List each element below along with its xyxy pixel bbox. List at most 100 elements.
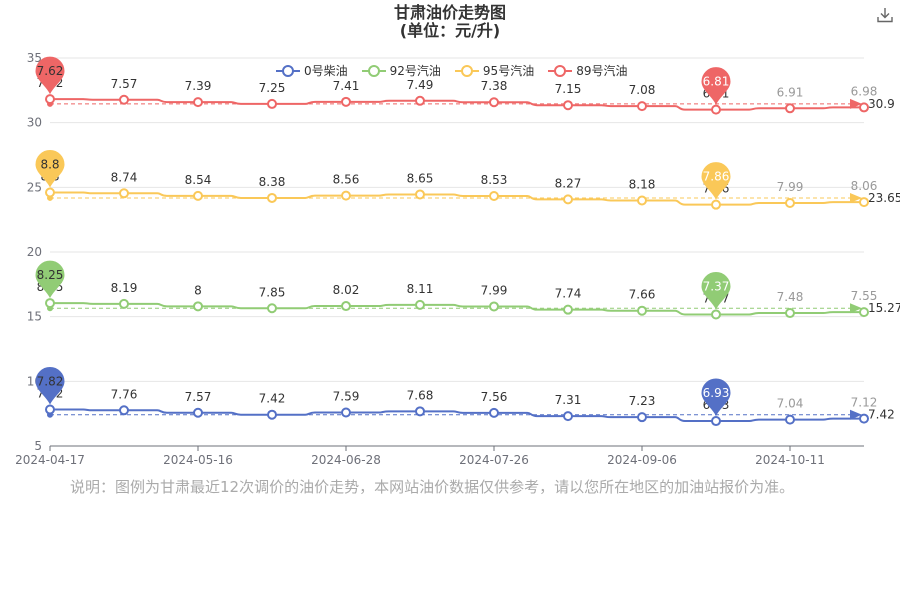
- data-label: 8.19: [111, 281, 138, 295]
- data-point: [859, 197, 869, 208]
- data-label: 8.74: [111, 170, 138, 184]
- data-label: 7.04: [777, 397, 804, 411]
- legend-label: 89号汽油: [576, 64, 628, 78]
- y-tick-label: 25: [27, 180, 42, 194]
- data-point: [341, 96, 351, 107]
- max-value-label: 7.62: [37, 64, 64, 78]
- data-label: 8.65: [407, 171, 434, 185]
- data-point: [193, 97, 203, 108]
- chart-title: 甘肃油价走势图: [393, 3, 506, 22]
- data-point: [489, 97, 499, 108]
- x-tick-label: 2024-06-28: [311, 453, 381, 467]
- data-point: [637, 101, 647, 112]
- data-point: [711, 199, 721, 210]
- data-point: [193, 407, 203, 418]
- data-label: 8.56: [333, 173, 360, 187]
- data-label: 7.99: [777, 180, 804, 194]
- data-point: [489, 301, 499, 312]
- legend-swatch: [548, 64, 573, 77]
- data-label: 7.39: [185, 79, 212, 93]
- data-point: [267, 192, 277, 203]
- y-tick-label: 35: [27, 51, 42, 65]
- legend-label: 95号汽油: [482, 64, 535, 78]
- series-line: [50, 191, 864, 206]
- data-label: 7.41: [333, 79, 360, 93]
- download-icon[interactable]: [876, 6, 894, 24]
- max-value-label: 7.82: [37, 375, 64, 389]
- data-point: [563, 194, 573, 205]
- data-label: 6.98: [851, 84, 878, 98]
- data-point: [563, 411, 573, 422]
- chart-note: 说明：图例为甘肃最近12次调价的油价走势，本网站油价数据仅供参考，请以您所在地区…: [70, 478, 795, 496]
- data-point: [785, 308, 795, 319]
- legend-item[interactable]: 95号汽油: [454, 62, 535, 79]
- x-tick-label: 2024-09-06: [607, 453, 677, 467]
- average-line-arrow: [850, 192, 862, 203]
- data-point: [563, 100, 573, 111]
- max-value-pin: [35, 367, 65, 405]
- data-point: [267, 303, 277, 314]
- data-point: [489, 190, 499, 201]
- y-tick-label: 20: [27, 245, 42, 259]
- legend-item[interactable]: 92号汽油: [361, 62, 441, 79]
- data-point: [711, 416, 721, 427]
- min-value-pin: [701, 162, 731, 200]
- data-point: [859, 102, 869, 113]
- data-point: [489, 407, 499, 418]
- legend-label: 0号柴油: [304, 64, 348, 78]
- x-tick-label: 2024-10-11: [755, 453, 825, 467]
- x-tick-label: 2024-05-16: [163, 453, 233, 467]
- data-point: [563, 304, 573, 315]
- chart-title-block: 甘肃油价走势图 (单位：元/升): [0, 4, 900, 40]
- average-line-arrow: [850, 98, 862, 109]
- data-point: [785, 197, 795, 208]
- data-point: [45, 298, 55, 309]
- data-label: 7.56: [481, 390, 508, 404]
- data-point: [415, 406, 425, 417]
- legend-swatch: [454, 64, 479, 77]
- data-point: [119, 405, 129, 416]
- data-label: 7.57: [185, 390, 212, 404]
- data-label: 7.57: [111, 77, 138, 91]
- data-point: [193, 190, 203, 201]
- data-point: [415, 95, 425, 106]
- data-label: 8.53: [481, 173, 508, 187]
- average-line-label: 23.65: [868, 191, 900, 205]
- min-value-label: 7.37: [703, 279, 730, 293]
- data-label: 8: [194, 283, 202, 297]
- legend-item[interactable]: 0号柴油: [276, 62, 348, 79]
- max-value-pin: [35, 150, 65, 188]
- y-tick-label: 30: [27, 116, 42, 130]
- data-point: [45, 187, 55, 198]
- min-value-label: 7.86: [703, 170, 730, 184]
- data-point: [785, 103, 795, 114]
- average-line-label: 30.9: [868, 97, 895, 111]
- data-point: [341, 301, 351, 312]
- data-point: [637, 305, 647, 316]
- legend-item[interactable]: 89号汽油: [548, 62, 627, 79]
- data-label: 8.06: [851, 179, 878, 193]
- data-label: 7.48: [777, 290, 804, 304]
- max-value-label: 8.25: [37, 268, 64, 282]
- data-label: 8.11: [407, 282, 434, 296]
- min-value-label: 6.81: [703, 75, 730, 89]
- data-label: 7.99: [481, 283, 508, 297]
- data-point: [637, 412, 647, 423]
- data-point: [45, 404, 55, 415]
- average-line-label: 7.42: [868, 408, 895, 422]
- data-label: 7.76: [111, 387, 138, 401]
- data-point: [119, 298, 129, 309]
- average-line-label: 15.27: [868, 301, 900, 315]
- series-line: [50, 98, 864, 111]
- min-value-pin: [701, 67, 731, 105]
- max-value-pin: [35, 260, 65, 299]
- chart-legend: 0号柴油 92号汽油 95号汽油 89号汽油: [276, 62, 627, 79]
- min-value-pin: [701, 378, 731, 417]
- max-value-label: 8.8: [40, 158, 59, 172]
- data-label: 7.55: [851, 289, 878, 303]
- data-label: 8.27: [555, 176, 582, 190]
- data-label: 7.74: [555, 287, 582, 301]
- data-point: [267, 98, 277, 109]
